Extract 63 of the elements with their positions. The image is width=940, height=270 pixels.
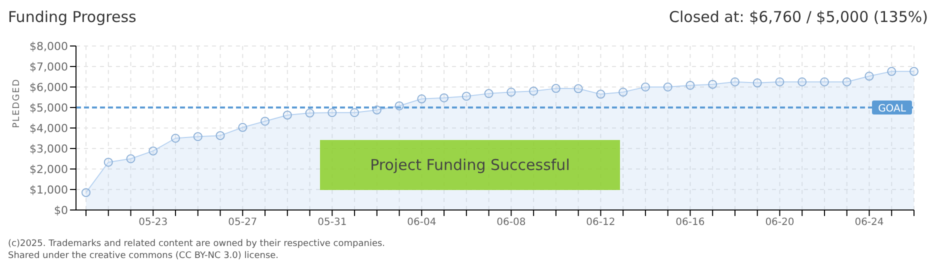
point (574, 84, 583, 94)
y-tick-label: $7,000 (30, 60, 68, 74)
note-box: Project Funding Successful (320, 140, 620, 190)
point (126, 154, 136, 164)
point (887, 66, 896, 76)
x-tick-label: 06-24 (854, 217, 884, 228)
y-tick-label: $5,000 (30, 101, 68, 114)
point (708, 80, 718, 89)
x-tick-label: 06-16 (676, 217, 705, 228)
y-tick-label: $4,000 (30, 122, 68, 135)
point (484, 89, 494, 98)
point (305, 108, 314, 118)
point (730, 77, 740, 86)
x-tick-label: 06-04 (407, 217, 436, 228)
y-axis-title: PLEDGED (12, 78, 22, 128)
point (640, 82, 650, 92)
text: Shared under the creative commons (CC BY-NC 3.0) license. (8, 250, 280, 262)
point (842, 77, 852, 86)
point (506, 88, 516, 97)
ref-line-label: GOAL (878, 104, 906, 114)
point (618, 88, 628, 97)
x-tick-label: 05-31 (318, 217, 347, 228)
y-tick-label: $0 (54, 204, 68, 217)
point (328, 108, 337, 118)
x-tick-label: 05-23 (138, 217, 168, 228)
y-tick-label: $2,000 (30, 162, 68, 176)
point (372, 105, 382, 114)
point (820, 77, 829, 86)
point (864, 72, 874, 81)
point (82, 188, 90, 198)
point (551, 84, 560, 93)
point (148, 146, 158, 156)
point (663, 82, 672, 92)
point (596, 90, 606, 99)
point (260, 116, 270, 126)
point (216, 131, 225, 140)
point (752, 78, 762, 88)
y-tick-label: $8,000 (30, 40, 68, 53)
point (193, 132, 202, 142)
point (282, 110, 292, 120)
x-tick-label: 05-27 (228, 217, 258, 228)
point (798, 77, 807, 86)
y-tick-label: $6,000 (30, 80, 68, 94)
point (417, 94, 426, 104)
point (529, 86, 538, 96)
point (462, 92, 471, 101)
point (440, 93, 449, 102)
chart-title: Funding Progress (8, 8, 136, 26)
y-tick-label: $3,000 (30, 142, 68, 156)
x-tick-label: 06-12 (586, 217, 616, 228)
point (775, 77, 784, 86)
chart-subtitle: Closed at: $6,760 / $5,000 (135%) (669, 8, 928, 26)
point (394, 101, 404, 110)
point (686, 80, 695, 90)
point (350, 108, 360, 118)
point (910, 66, 918, 76)
x-tick-label: 06-20 (765, 217, 794, 228)
text: (c)2025. Trademarks and related content are owned by their respective companies. (8, 238, 386, 250)
y-tick-label: $1,000 (30, 183, 68, 196)
point (171, 134, 180, 143)
point (238, 122, 248, 132)
point (104, 158, 113, 167)
x-tick-label: 06-08 (496, 217, 526, 228)
